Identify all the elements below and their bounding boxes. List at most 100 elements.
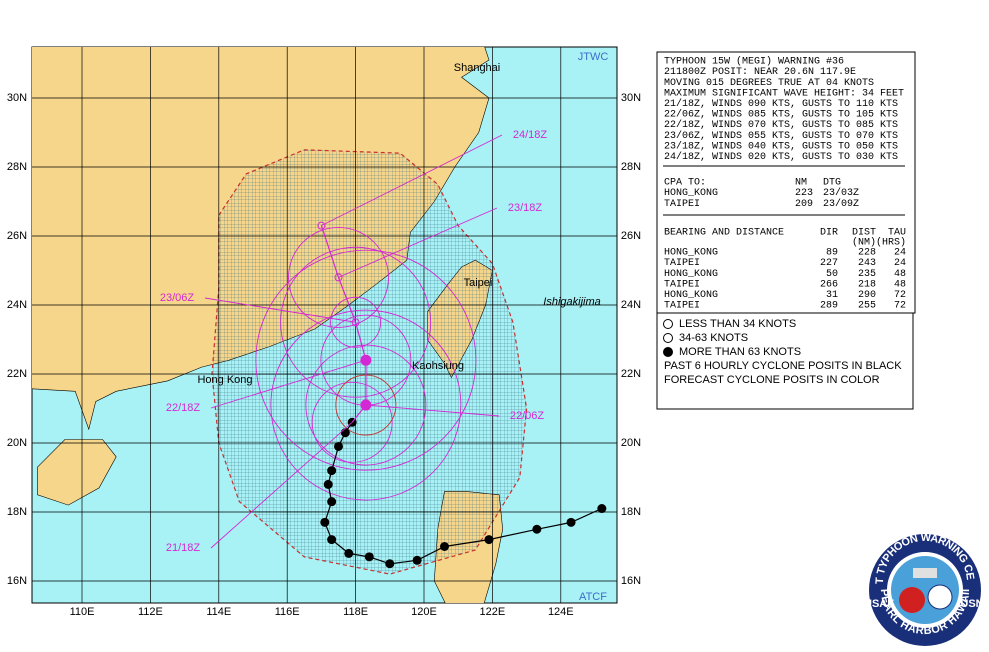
past-position [385, 559, 395, 569]
bearing-cell: 227 [820, 258, 838, 269]
bearing-cell: TAIPEI [664, 258, 700, 269]
past-position [334, 441, 343, 451]
cpa-cell: 23/03Z [823, 187, 859, 199]
warning-box [656, 51, 916, 314]
lon-label: 118E [343, 606, 368, 618]
warning-line: 211800Z POSIT: NEAR 20.6N 117.9E [664, 67, 856, 78]
bearing-cell: 89 [826, 248, 838, 259]
lon-label: 122E [480, 606, 506, 618]
lat-label: 22N [621, 368, 641, 380]
cpa-header: CPA TO: [664, 178, 706, 189]
bearing-cell: 255 [858, 301, 876, 312]
brand: ATCF [579, 591, 607, 603]
warning-line: 23/06Z, WINDS 055 KTS, GUSTS TO 070 KTS [664, 130, 898, 142]
bearing-cell: 228 [858, 248, 876, 259]
lat-label: 26N [7, 230, 27, 242]
time-label: 21/18Z [166, 542, 201, 554]
lon-label: 114E [206, 606, 231, 618]
bearing-cell: 24 [894, 258, 906, 269]
bearing-cell: 243 [858, 258, 876, 269]
warning-line: 22/06Z, WINDS 085 KTS, GUSTS TO 105 KTS [664, 109, 898, 121]
wind-radius [288, 226, 389, 328]
past-position [323, 479, 333, 489]
seal-text: USAF [864, 598, 894, 610]
place-name: Taipei [464, 277, 493, 289]
legend-icon [663, 333, 673, 343]
cpa-cell: 23/09Z [823, 198, 859, 210]
lat-label: 28N [621, 161, 641, 173]
place-name: Ishigakijima [543, 296, 600, 308]
past-position [320, 517, 330, 527]
bearing-header: BEARING AND DISTANCE [664, 228, 784, 239]
place-name: Shanghai [454, 62, 501, 74]
lat-label: 18N [621, 506, 641, 518]
cpa-cell: TAIPEI [664, 199, 700, 210]
forecast-position [334, 273, 343, 282]
hainan-land [37, 439, 117, 506]
lat-label: 30N [7, 92, 27, 104]
bearing-cell: HONG_KONG [664, 290, 718, 301]
bearing-header: TAU [888, 228, 906, 239]
time-label: 22/18Z [166, 402, 201, 414]
place-name: Hong Kong [197, 374, 252, 386]
wind-radius [255, 249, 477, 471]
wind-radius [280, 246, 432, 398]
brand: JTWC [578, 51, 609, 63]
forecast-position [351, 318, 360, 327]
bearing-cell: HONG_KONG [664, 248, 718, 259]
time-leader [210, 359, 366, 409]
time-label: 24/18Z [513, 129, 548, 141]
past-position [340, 428, 350, 438]
lon-label: 116E [275, 606, 300, 618]
warning-line: TYPHOON 15W (MEGI) WARNING #36 [664, 56, 844, 68]
lat-label: 20N [7, 437, 27, 449]
legend-item: LESS THAN 34 KNOTS [679, 318, 796, 330]
forecast-position [317, 221, 326, 230]
legend-note: FORECAST CYCLONE POSITS IN COLOR [664, 374, 880, 386]
seal-text: USN [960, 598, 983, 610]
bearing-header: DIST [852, 228, 876, 239]
past-position [566, 517, 576, 527]
legend-note: PAST 6 HOURLY CYCLONE POSITS IN BLACK [664, 360, 902, 372]
bearing-cell: 290 [858, 290, 876, 301]
bearing-cell: 72 [894, 301, 906, 312]
time-leader [210, 421, 353, 549]
bearing-cell: TAIPEI [664, 279, 700, 290]
cpa-cell: 223 [795, 188, 813, 199]
warning-line: 24/18Z, WINDS 020 KTS, GUSTS TO 030 KTS [664, 151, 898, 163]
warning-line: 23/18Z, WINDS 040 KTS, GUSTS TO 050 KTS [664, 140, 898, 152]
bearing-cell: 48 [894, 269, 906, 280]
seal [869, 534, 981, 646]
time-leader [321, 134, 503, 227]
bearing-cell: 31 [826, 290, 838, 301]
place-name: Kaohsiung [412, 360, 464, 372]
time-leader [365, 404, 500, 417]
legend-item: 34-63 KNOTS [679, 332, 748, 344]
legend-item: MORE THAN 63 KNOTS [679, 346, 801, 358]
bearing-subheader: (NM) [852, 237, 876, 249]
past-position [327, 466, 337, 476]
past-position [412, 555, 422, 565]
lat-label: 28N [7, 161, 27, 173]
lat-label: 24N [621, 299, 641, 311]
time-leader [204, 297, 356, 323]
legend-icon [663, 347, 673, 357]
bearing-cell: HONG_KONG [664, 269, 718, 280]
lat-label: 18N [7, 506, 27, 518]
bearing-cell: 235 [858, 269, 876, 280]
lat-label: 16N [621, 575, 641, 587]
lat-label: 20N [621, 437, 641, 449]
wind-radius [270, 309, 462, 501]
lat-label: 26N [621, 230, 641, 242]
lon-label: 112E [138, 606, 163, 618]
wind-radius [330, 296, 382, 348]
past-position [327, 497, 337, 507]
warning-line: 22/18Z, WINDS 070 KTS, GUSTS TO 085 KTS [664, 119, 898, 131]
past-position [344, 548, 354, 558]
lat-label: 30N [621, 92, 641, 104]
time-label: 23/06Z [160, 292, 195, 304]
lon-label: 120E [411, 606, 437, 618]
bearing-cell: 50 [826, 269, 838, 280]
lat-label: 16N [7, 575, 27, 587]
